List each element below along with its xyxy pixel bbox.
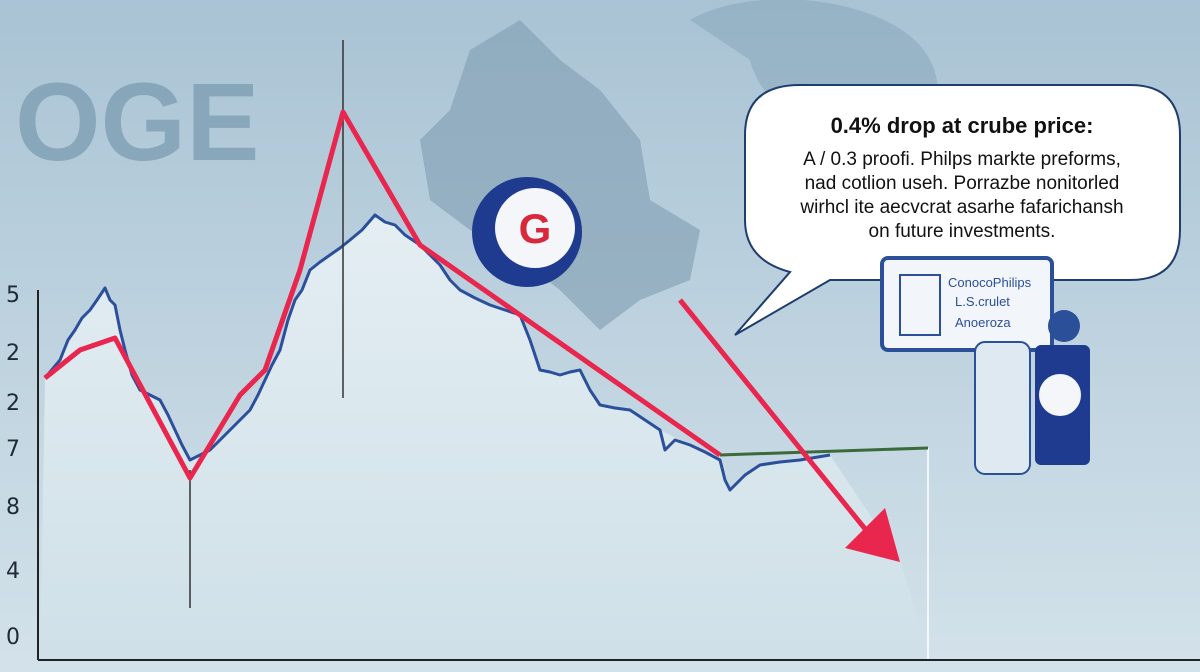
drop-arrow bbox=[678, 298, 872, 537]
figure bbox=[974, 310, 1090, 475]
logo-badge: G bbox=[472, 177, 582, 287]
bubble-title: 0.4% drop at crube price: bbox=[831, 113, 1094, 138]
flat-line bbox=[719, 446, 929, 457]
axis-label: 2 bbox=[6, 391, 20, 416]
price-line bbox=[43, 213, 831, 492]
logo-letter: G bbox=[519, 205, 552, 252]
bubble-line: A / 0.3 proofi. Philps markte preforms, bbox=[803, 149, 1121, 170]
background-letters: OGE bbox=[15, 61, 260, 184]
axis-label: 8 bbox=[6, 495, 20, 520]
speech-bubble: 0.4% drop at crube price: A / 0.3 proofi… bbox=[734, 84, 1181, 336]
bubble-line: wirhcl ite aecvcrat asarhe fafarichansh bbox=[799, 197, 1123, 218]
bubble-line: on future investments. bbox=[869, 221, 1056, 242]
trend-line bbox=[43, 109, 722, 481]
axis-label: 2 bbox=[6, 341, 20, 366]
axis-label: 4 bbox=[6, 559, 20, 584]
bubble-line: nad cotlion useh. Porrazbe nonitorled bbox=[805, 173, 1120, 194]
map-shape bbox=[420, 20, 700, 330]
arrow-head bbox=[845, 508, 900, 562]
axis-label: 0 bbox=[6, 625, 20, 650]
sign-line: L.S.crulet bbox=[955, 294, 1010, 309]
sign: ConocoPhilips L.S.crulet Anoeroza bbox=[880, 256, 1054, 352]
area-fill bbox=[40, 215, 930, 660]
sign-line: ConocoPhilips bbox=[948, 275, 1032, 290]
y-axis-labels: 5 2 2 7 8 4 0 bbox=[6, 283, 20, 650]
axis-label: 7 bbox=[6, 437, 20, 462]
axis-label: 5 bbox=[6, 283, 20, 308]
sign-line: Anoeroza bbox=[955, 315, 1011, 330]
